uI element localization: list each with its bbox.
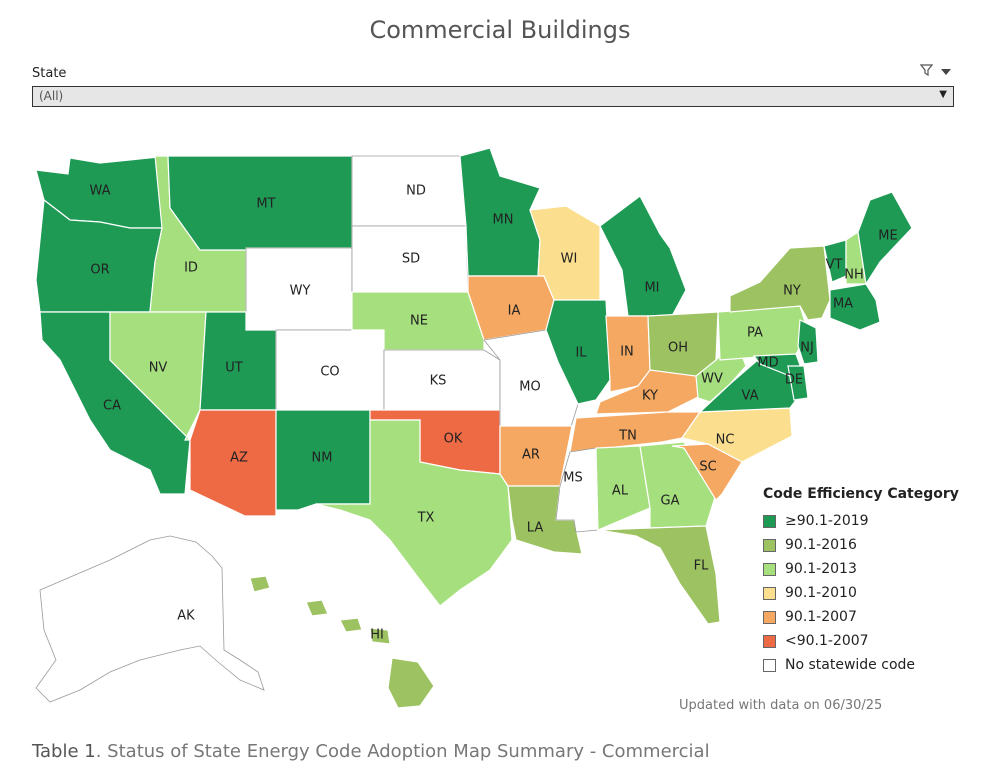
legend-item[interactable]: 90.1-2013 [763, 557, 959, 581]
page-title: Commercial Buildings [369, 16, 631, 44]
state-label-ar: AR [522, 448, 540, 463]
state-label-nh: NH [844, 268, 864, 283]
state-label-ak: AK [177, 609, 195, 624]
state-label-md: MD [757, 356, 778, 371]
dropdown-arrow-icon[interactable] [941, 65, 951, 80]
state-label-ma: MA [833, 297, 853, 312]
state-label-oh: OH [668, 341, 688, 356]
state-label-or: OR [90, 263, 109, 278]
state-label-tn: TN [618, 429, 637, 444]
state-label-la: LA [527, 521, 544, 536]
state-label-vt: VT [826, 258, 843, 273]
legend-item[interactable]: 90.1-2010 [763, 581, 959, 605]
state-label-de: DE [785, 373, 803, 388]
state-label-ky: KY [642, 389, 658, 404]
legend-swatch [763, 586, 776, 600]
legend-item[interactable]: ≥90.1-2019 [763, 509, 959, 533]
state-label-id: ID [184, 261, 198, 276]
legend-swatch [763, 538, 776, 552]
state-label-ga: GA [661, 494, 680, 509]
state-label-mn: MN [493, 213, 514, 228]
state-label-sd: SD [402, 252, 420, 267]
state-label-fl: FL [694, 559, 709, 574]
state-de[interactable] [787, 365, 809, 401]
state-label-nm: NM [312, 451, 333, 466]
state-label-sc: SC [699, 460, 716, 475]
legend-item[interactable]: <90.1-2007 [763, 629, 959, 653]
state-label-mi: MI [644, 281, 659, 296]
state-label-tx: TX [417, 511, 435, 526]
chevron-down-icon: ▼ [939, 89, 947, 100]
filter-controls [919, 64, 951, 80]
state-label-ks: KS [430, 374, 447, 389]
legend-title: Code Efficiency Category [763, 486, 959, 502]
state-il[interactable] [545, 299, 611, 405]
state-filter-value: (All) [39, 89, 64, 103]
figure-caption: Table 1. Status of State Energy Code Ado… [32, 741, 710, 762]
state-label-nd: ND [406, 184, 426, 199]
state-filter-select[interactable]: (All) ▼ [32, 86, 954, 107]
state-al[interactable] [595, 445, 651, 531]
state-ma[interactable] [829, 283, 881, 331]
legend-label: 90.1-2013 [785, 561, 857, 577]
state-label-ms: MS [563, 471, 582, 486]
state-label-wy: WY [290, 284, 311, 299]
state-label-hi: HI [370, 628, 384, 643]
state-filter-label: State [32, 66, 67, 81]
state-pa[interactable] [717, 305, 809, 361]
legend-swatch [763, 562, 776, 576]
state-label-va: VA [742, 389, 759, 404]
legend: Code Efficiency Category ≥90.1-2019 90.1-… [763, 486, 959, 677]
legend-label: <90.1-2007 [785, 633, 869, 649]
state-label-nj: NJ [800, 341, 814, 356]
state-nj[interactable] [797, 319, 819, 365]
state-label-co: CO [320, 365, 339, 380]
state-mi[interactable] [599, 195, 687, 317]
state-label-il: IL [575, 346, 587, 361]
state-ny[interactable] [729, 245, 831, 321]
legend-swatch [763, 610, 776, 624]
caption-label: Table 1 [32, 741, 96, 762]
state-label-ne: NE [410, 314, 428, 329]
state-hi[interactable] [249, 575, 435, 709]
state-label-mo: MO [519, 380, 540, 395]
state-label-ny: NY [783, 284, 801, 299]
legend-item[interactable]: No statewide code [763, 653, 959, 677]
state-label-me: ME [878, 229, 897, 244]
state-label-ca: CA [103, 399, 121, 414]
legend-label: ≥90.1-2019 [785, 513, 869, 529]
state-label-wi: WI [561, 252, 578, 267]
filter-icon[interactable] [919, 64, 934, 80]
state-label-ok: OK [444, 432, 463, 447]
legend-item[interactable]: 90.1-2016 [763, 533, 959, 557]
legend-swatch [763, 658, 776, 672]
state-label-nv: NV [149, 361, 168, 376]
state-label-wa: WA [89, 184, 110, 199]
state-label-mt: MT [256, 197, 275, 212]
updated-note: Updated with data on 06/30/25 [679, 698, 883, 713]
legend-label: 90.1-2007 [785, 609, 857, 625]
state-tx[interactable] [315, 419, 513, 607]
legend-label: 90.1-2010 [785, 585, 857, 601]
state-ak[interactable] [35, 535, 265, 703]
legend-label: No statewide code [785, 657, 916, 673]
legend-swatch [763, 514, 776, 528]
state-label-ut: UT [225, 361, 243, 376]
caption-text: . Status of State Energy Code Adoption M… [95, 741, 710, 762]
state-label-nc: NC [716, 433, 735, 448]
state-label-al: AL [612, 484, 629, 499]
state-label-ia: IA [508, 304, 521, 319]
legend-swatch [763, 634, 776, 648]
state-label-az: AZ [230, 451, 248, 466]
state-label-pa: PA [747, 326, 763, 341]
legend-label: 90.1-2016 [785, 537, 857, 553]
state-label-in: IN [620, 345, 634, 360]
state-label-wv: WV [701, 372, 723, 387]
legend-item[interactable]: 90.1-2007 [763, 605, 959, 629]
state-fl[interactable] [597, 525, 721, 625]
